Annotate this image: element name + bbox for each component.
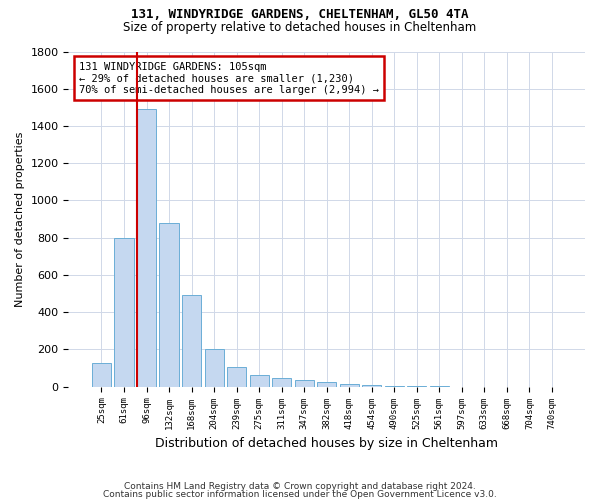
Bar xyxy=(295,380,314,386)
Bar xyxy=(182,296,201,386)
Bar xyxy=(250,374,269,386)
Bar xyxy=(115,238,134,386)
Y-axis label: Number of detached properties: Number of detached properties xyxy=(15,132,25,307)
Text: Size of property relative to detached houses in Cheltenham: Size of property relative to detached ho… xyxy=(124,21,476,34)
Bar xyxy=(227,367,246,386)
X-axis label: Distribution of detached houses by size in Cheltenham: Distribution of detached houses by size … xyxy=(155,437,498,450)
Bar xyxy=(137,109,156,386)
Bar xyxy=(92,364,111,386)
Bar xyxy=(317,382,336,386)
Bar xyxy=(205,348,224,387)
Bar xyxy=(272,378,291,386)
Text: Contains public sector information licensed under the Open Government Licence v3: Contains public sector information licen… xyxy=(103,490,497,499)
Bar xyxy=(160,223,179,386)
Bar xyxy=(362,385,382,386)
Bar xyxy=(340,384,359,386)
Text: Contains HM Land Registry data © Crown copyright and database right 2024.: Contains HM Land Registry data © Crown c… xyxy=(124,482,476,491)
Text: 131, WINDYRIDGE GARDENS, CHELTENHAM, GL50 4TA: 131, WINDYRIDGE GARDENS, CHELTENHAM, GL5… xyxy=(131,8,469,20)
Text: 131 WINDYRIDGE GARDENS: 105sqm
← 29% of detached houses are smaller (1,230)
70% : 131 WINDYRIDGE GARDENS: 105sqm ← 29% of … xyxy=(79,62,379,95)
